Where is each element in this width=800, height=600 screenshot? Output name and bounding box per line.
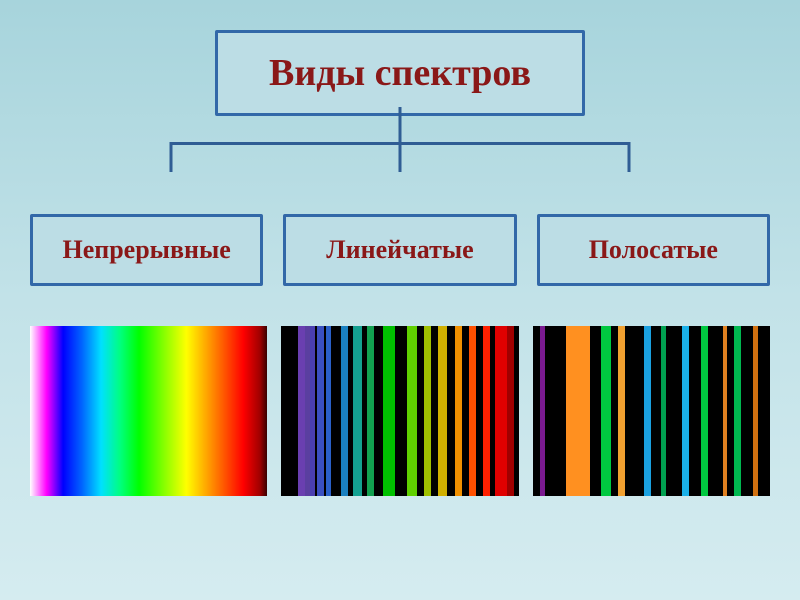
spectral-line	[383, 326, 395, 496]
child-label-2: Полосатые	[589, 235, 718, 264]
spectral-line	[317, 326, 324, 496]
spectral-line	[298, 326, 305, 496]
spectral-line	[495, 326, 507, 496]
spectral-line	[469, 326, 476, 496]
title-text: Виды спектров	[269, 52, 531, 94]
spectral-band	[701, 326, 708, 496]
child-connector-2	[628, 142, 631, 172]
spectral-line	[507, 326, 514, 496]
spectral-line	[326, 326, 331, 496]
spectrum-band	[533, 326, 770, 496]
title-box: Виды спектров	[215, 30, 585, 116]
spectral-band	[734, 326, 741, 496]
child-box-1: Линейчатые	[283, 214, 516, 286]
spectral-band	[682, 326, 689, 496]
spectral-band	[723, 326, 728, 496]
child-box-0: Непрерывные	[30, 214, 263, 286]
spectral-line	[353, 326, 362, 496]
spectral-band	[618, 326, 625, 496]
child-box-2: Полосатые	[537, 214, 770, 286]
child-label-1: Линейчатые	[326, 235, 473, 264]
spectral-line	[438, 326, 447, 496]
spectral-band	[661, 326, 666, 496]
spectrum-line	[281, 326, 518, 496]
spectral-band	[644, 326, 651, 496]
spectral-line	[455, 326, 462, 496]
child-connector-1	[399, 142, 402, 172]
spectral-line	[367, 326, 374, 496]
spectral-line	[407, 326, 416, 496]
spectral-line	[310, 326, 315, 496]
spectrum-continuous	[30, 326, 267, 496]
spectral-band	[566, 326, 590, 496]
spectral-line	[341, 326, 348, 496]
children-row: Непрерывные Линейчатые Полосатые	[30, 214, 770, 286]
spectral-band	[601, 326, 610, 496]
spectra-row	[30, 326, 770, 496]
slide: Виды спектров Непрерывные Линейчатые Пол…	[0, 0, 800, 600]
spectral-line	[424, 326, 431, 496]
connector-vertical	[399, 107, 402, 142]
spectral-band	[753, 326, 758, 496]
child-connector-0	[169, 142, 172, 172]
spectral-line	[483, 326, 490, 496]
child-label-0: Непрерывные	[62, 235, 230, 264]
spectral-band	[540, 326, 545, 496]
